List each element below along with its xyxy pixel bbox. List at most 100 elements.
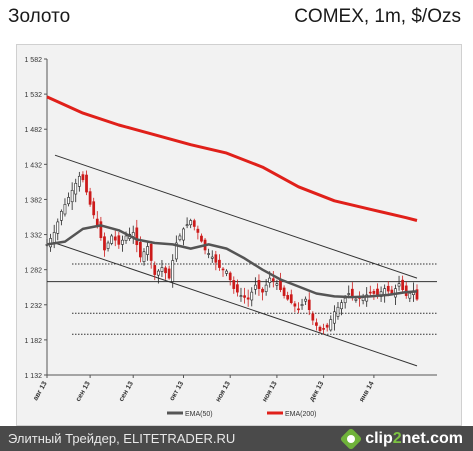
candle-body <box>221 268 225 271</box>
candle-body <box>415 289 419 300</box>
candle-body <box>243 295 246 298</box>
candle-body <box>232 280 236 289</box>
legend-label: EMA(50) <box>185 411 213 418</box>
candle-body <box>160 267 164 272</box>
candle-body <box>88 191 92 205</box>
candle-body <box>103 236 106 251</box>
candle-body <box>63 204 67 215</box>
candle-body <box>153 265 157 275</box>
candle-body <box>164 267 167 274</box>
candle-body <box>239 295 243 297</box>
x-tick-label: ноя 13 <box>261 380 278 403</box>
candle-body <box>117 235 121 245</box>
candle-body <box>70 190 74 203</box>
candle-body <box>333 311 336 324</box>
candle-body <box>110 235 114 244</box>
x-tick-label: окт 13 <box>169 380 186 402</box>
candle-body <box>131 232 135 237</box>
candle-body <box>329 319 333 331</box>
candle-body <box>350 288 354 297</box>
candle-body <box>178 235 182 241</box>
candle-body <box>149 243 153 261</box>
candle-body <box>365 294 369 302</box>
candle-body <box>200 235 203 242</box>
chart-area: 1 132 1 182 1 232 1 282 1 332 1 382 1 432 1 482… <box>16 44 462 426</box>
logo-text-b: 2 <box>392 429 402 447</box>
y-tick-label: 1 482 <box>24 127 42 134</box>
candle-body <box>372 290 376 294</box>
candle-body <box>268 277 272 283</box>
trend-channel-line <box>54 242 418 367</box>
footer-bar: Элитный Трейдер, ELITETRADER.RU clip2net… <box>0 426 473 451</box>
y-tick-label: 1 382 <box>24 197 42 204</box>
candle-body <box>246 297 250 300</box>
candle-body <box>250 291 254 301</box>
logo-text-c: net.com <box>401 429 463 447</box>
candle-body <box>182 228 185 241</box>
candle-body <box>307 299 311 310</box>
y-tick-label: 1 182 <box>24 338 42 345</box>
footer-source: Элитный Трейдер, ELITETRADER.RU <box>8 431 236 446</box>
candle-body <box>156 270 160 276</box>
y-tick-label: 1 282 <box>24 268 42 275</box>
candle-body <box>275 283 279 286</box>
x-tick-label: авг 13 <box>32 380 49 402</box>
candle-body <box>261 288 264 293</box>
candle-body <box>401 279 404 290</box>
candle-body <box>354 298 358 301</box>
candle-body <box>311 313 315 321</box>
candle-body <box>408 292 412 299</box>
x-tick-label: сен 13 <box>75 380 92 402</box>
candle-body <box>167 268 171 279</box>
candle-body <box>85 174 88 193</box>
candle-body <box>113 236 117 241</box>
candle-body <box>225 270 228 274</box>
candle-body <box>52 232 56 243</box>
candle-body <box>185 224 189 227</box>
candle-body <box>146 246 149 255</box>
candle-body <box>218 259 221 268</box>
candle-body <box>106 242 110 249</box>
x-tick-label: дек 13 <box>308 380 325 402</box>
candle-body <box>286 295 290 300</box>
trend-channel-line <box>54 154 418 279</box>
candle-body <box>99 221 103 239</box>
candle-body <box>325 324 329 328</box>
candle-body <box>340 302 343 310</box>
candle-body <box>289 294 293 303</box>
x-tick-label: янв 14 <box>358 380 375 403</box>
candle-body <box>361 297 365 301</box>
candle-body <box>264 284 268 292</box>
candle-body <box>304 298 308 302</box>
candle-body <box>192 220 196 227</box>
y-tick-label: 1 532 <box>24 92 42 99</box>
candle-body <box>300 304 304 306</box>
chart-title: Золото <box>8 6 71 27</box>
candle-body <box>404 285 408 296</box>
candle-body <box>297 308 300 311</box>
candle-body <box>142 251 146 263</box>
candle-body <box>60 211 63 221</box>
candle-body <box>174 242 178 260</box>
candle-body <box>74 182 78 195</box>
candle-body <box>210 256 214 259</box>
price-chart: 1 132 1 182 1 232 1 282 1 332 1 382 1 432 1 482… <box>24 57 437 418</box>
candle-body <box>386 285 390 292</box>
y-tick-label: 1 232 <box>24 303 42 310</box>
candle-body <box>257 279 261 289</box>
candle-body <box>347 293 351 295</box>
ema200-line <box>46 95 418 222</box>
candle-body <box>214 254 218 263</box>
candle-body <box>368 291 372 294</box>
candle-body <box>282 287 286 296</box>
chart-subtitle: COMEX, 1m, $/Ozs <box>294 6 461 27</box>
candle-body <box>196 228 200 233</box>
logo-text-a: clip <box>365 429 393 447</box>
y-tick-label: 1 582 <box>24 57 42 64</box>
candle-body <box>236 284 239 293</box>
chart-header: Золото COMEX, 1m, $/Ozs <box>0 0 473 40</box>
logo-text: clip2net.com <box>365 430 463 448</box>
candle-body <box>77 175 81 187</box>
legend-label: EMA(200) <box>285 411 317 418</box>
candle-body <box>376 288 379 296</box>
